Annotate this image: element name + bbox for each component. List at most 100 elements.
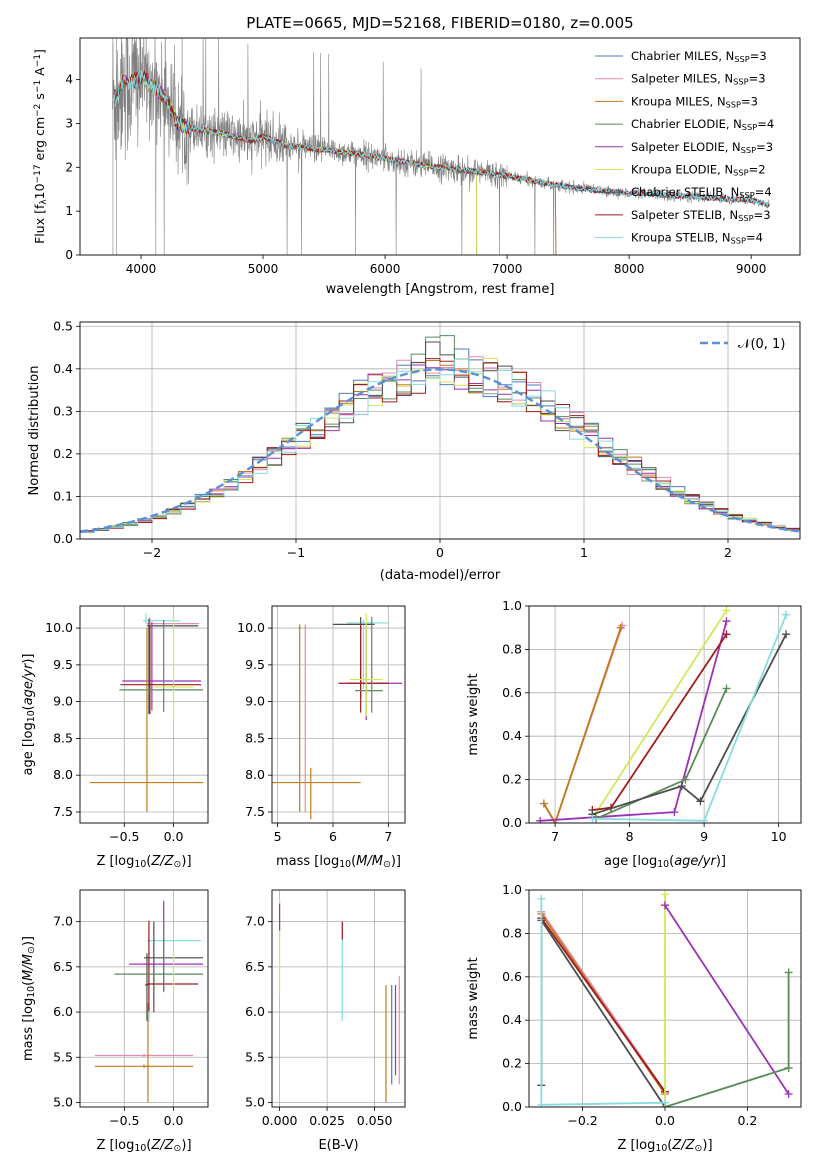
legend-label-gaussian: 𝒩(0, 1) bbox=[738, 337, 785, 352]
plot-area-age-vs-Z bbox=[89, 613, 204, 812]
x-tick-label: −0.5 bbox=[109, 1113, 139, 1128]
weight-marker bbox=[722, 630, 731, 639]
y-axis-label: age [log10(age/yr)] bbox=[21, 653, 37, 775]
x-axis-label-part: Z [log bbox=[96, 854, 134, 869]
x-tick-label: 9 bbox=[700, 829, 708, 844]
x-axis-label-part: Z/Z bbox=[150, 854, 174, 869]
weight-marker bbox=[539, 799, 548, 808]
x-tick-label: 6 bbox=[329, 829, 337, 844]
y-tick-label: 7.0 bbox=[53, 914, 73, 929]
x-axis-label-part: ( bbox=[146, 1138, 151, 1153]
model-line-9 bbox=[113, 69, 770, 208]
y-tick-label: 8.0 bbox=[245, 767, 265, 782]
axes-spectrum: 4000 5000 6000 7000 8000 9000 0 1 2 3 4 Chabrier MI… bbox=[32, 37, 801, 297]
y-tick-label: 0.2 bbox=[53, 446, 73, 461]
y-tick-label: 5.0 bbox=[53, 1094, 73, 1109]
weight-line-2 bbox=[543, 627, 622, 823]
figure-title: PLATE=0665, MJD=52168, FIBERID=0180, z=0… bbox=[246, 14, 633, 32]
weight-marker bbox=[670, 808, 679, 817]
y-axis-label-part: −1 bbox=[33, 54, 43, 67]
legend-label: Salpeter ELODIE, NSSP=3 bbox=[631, 140, 773, 155]
weight-line-7 bbox=[592, 633, 787, 816]
axes-spine bbox=[79, 605, 209, 824]
y-tick-label: 9.0 bbox=[245, 694, 265, 709]
y-tick-label: 8.0 bbox=[53, 767, 73, 782]
y-axis-label-part: mass [log bbox=[21, 998, 36, 1061]
plot-area-weight-vs-Z bbox=[537, 890, 793, 1107]
y-tick-label: 0.2 bbox=[502, 1056, 522, 1071]
legend-label-part: Salpeter MILES, N bbox=[631, 72, 733, 86]
x-tick-label: 0.2 bbox=[737, 1113, 757, 1128]
legend-label-part: SSP bbox=[741, 145, 756, 155]
observed-spectrum-line bbox=[112, 38, 770, 255]
axes-spine bbox=[79, 37, 801, 256]
y-tick-label: 10.0 bbox=[45, 620, 73, 635]
x-tick-label: −0.2 bbox=[567, 1113, 597, 1128]
legend-label-part: =2 bbox=[749, 163, 766, 177]
y-tick-label: 3 bbox=[65, 116, 73, 130]
y-axis-label-part: age [log bbox=[21, 722, 36, 775]
weight-marker bbox=[661, 1098, 669, 1107]
y-axis-label: Normed distribution bbox=[27, 366, 42, 496]
weight-marker bbox=[784, 1063, 793, 1072]
x-axis-label: Z [log10(Z/Z⊙)] bbox=[96, 1138, 191, 1154]
x-axis-label: mass [log10(M/M⊙)] bbox=[276, 854, 401, 870]
axes-weight-vs-Z: −0.2 0.0 0.2 0.0 0.2 0.4 0.6 0.8 1.0 Z [log10(Z/Z… bbox=[466, 882, 802, 1154]
y-tick-label: 5.0 bbox=[245, 1094, 265, 1109]
axes-spine bbox=[528, 889, 802, 1108]
legend-label-part: =3 bbox=[756, 140, 773, 154]
x-axis-label-part: E(B-V) bbox=[318, 1138, 358, 1153]
y-axis-label-part: erg cm bbox=[32, 117, 47, 165]
y-tick-label: 0.5 bbox=[53, 318, 73, 333]
y-tick-label: 0.0 bbox=[502, 1099, 522, 1114]
y-tick-label: 9.5 bbox=[245, 657, 265, 672]
axes-residuals: −2 −1 0 1 2 0.0 0.1 0.2 0.3 0.4 0.5 𝒩(0, 1) (data-mo… bbox=[27, 318, 801, 583]
legend-label-part: SSP bbox=[734, 54, 749, 64]
x-axis-label-part: 10 bbox=[657, 859, 669, 870]
weight-marker bbox=[784, 1089, 793, 1098]
y-tick-label: 6.5 bbox=[53, 959, 73, 974]
y-axis-label-part: ( bbox=[21, 981, 36, 986]
x-tick-label: 6000 bbox=[370, 262, 401, 276]
y-tick-label: 0.3 bbox=[53, 403, 73, 418]
weight-marker bbox=[700, 816, 709, 823]
x-tick-label: 5 bbox=[274, 829, 282, 844]
y-tick-label: 0.6 bbox=[502, 685, 522, 700]
legend-label-part: Chabrier MILES, N bbox=[631, 49, 734, 63]
legend-label: Kroupa STELIB, NSSP=4 bbox=[631, 231, 763, 246]
x-axis-label-part: ⊙ bbox=[174, 859, 182, 870]
y-tick-label: 1.0 bbox=[502, 882, 522, 897]
y-axis-label-part: λ bbox=[39, 199, 49, 205]
y-axis-label: mass [log10(M/M⊙)] bbox=[21, 936, 37, 1061]
weight-marker bbox=[681, 775, 690, 784]
x-axis-label-part: ( bbox=[351, 854, 356, 869]
legend-label-part: =3 bbox=[749, 72, 766, 86]
y-tick-label: 0.1 bbox=[53, 488, 73, 503]
axes-spine bbox=[271, 889, 406, 1108]
weight-marker bbox=[536, 816, 545, 823]
axes-mass-vs-ebv: 0.000 0.025 0.050 5.0 5.5 6.0 6.5 7.0 E(B-V) bbox=[245, 889, 406, 1153]
y-axis-label-part: 10 bbox=[26, 986, 37, 998]
plot-area-weight-vs-age bbox=[536, 606, 791, 823]
legend-label-part: =3 bbox=[741, 94, 758, 108]
y-axis-label-part: Flux [f bbox=[32, 204, 47, 244]
legend-label: Kroupa ELODIE, NSSP=2 bbox=[631, 163, 766, 178]
x-axis-label: age [log10(age/yr)] bbox=[604, 854, 726, 870]
weight-marker bbox=[588, 814, 597, 823]
axes-spine bbox=[79, 321, 801, 540]
y-tick-label: 0.0 bbox=[53, 531, 73, 546]
weight-line-3 bbox=[540, 917, 666, 1093]
x-axis-label-part: )] bbox=[702, 1138, 712, 1153]
y-tick-label: 0.0 bbox=[502, 815, 522, 830]
y-tick-label: 9.0 bbox=[53, 694, 73, 709]
x-tick-label: −1 bbox=[287, 545, 305, 560]
weight-marker bbox=[537, 894, 546, 903]
legend-label-part: Kroupa ELODIE, N bbox=[631, 163, 733, 177]
y-axis-label-part: s bbox=[32, 93, 47, 104]
legend-label: Chabrier ELODIE, NSSP=4 bbox=[631, 117, 774, 132]
y-axis-label-part: 10 bbox=[32, 183, 47, 199]
legend-label: Salpeter MILES, NSSP=3 bbox=[631, 72, 766, 87]
x-tick-label: 2 bbox=[724, 545, 732, 560]
legend-label-part: =4 bbox=[746, 231, 763, 245]
x-axis-label-part: ⊙ bbox=[695, 1143, 703, 1154]
